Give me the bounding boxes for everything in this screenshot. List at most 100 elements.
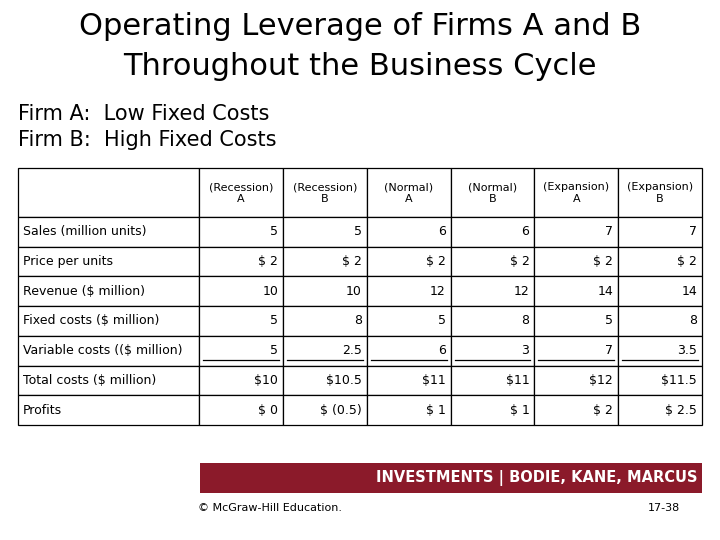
Bar xyxy=(18,395,199,425)
Text: 17-38: 17-38 xyxy=(648,503,680,513)
Text: (Expansion): (Expansion) xyxy=(627,183,693,192)
Bar xyxy=(451,276,534,306)
Text: 5: 5 xyxy=(270,314,278,327)
Bar xyxy=(618,168,702,217)
Bar xyxy=(199,395,283,425)
Text: $ 2: $ 2 xyxy=(677,255,697,268)
Bar xyxy=(283,336,367,366)
Bar xyxy=(199,217,283,247)
Text: $ 2: $ 2 xyxy=(593,255,613,268)
Text: $12: $12 xyxy=(590,374,613,387)
Text: $ 2: $ 2 xyxy=(593,403,613,417)
Text: 7: 7 xyxy=(606,225,613,238)
Text: (Expansion): (Expansion) xyxy=(544,183,609,192)
Text: $11: $11 xyxy=(422,374,446,387)
Bar xyxy=(367,168,451,217)
Text: $ 1: $ 1 xyxy=(426,403,446,417)
Text: 5: 5 xyxy=(606,314,613,327)
Bar xyxy=(367,217,451,247)
Text: 6: 6 xyxy=(438,225,446,238)
Text: $ (0.5): $ (0.5) xyxy=(320,403,362,417)
Bar xyxy=(451,306,534,336)
Bar xyxy=(200,463,702,493)
Bar xyxy=(618,247,702,276)
Bar xyxy=(534,276,618,306)
Bar xyxy=(283,395,367,425)
Text: Sales (million units): Sales (million units) xyxy=(23,225,146,238)
Text: 5: 5 xyxy=(438,314,446,327)
Bar xyxy=(367,395,451,425)
Text: 8: 8 xyxy=(689,314,697,327)
Bar xyxy=(283,306,367,336)
Bar xyxy=(534,217,618,247)
Bar xyxy=(534,247,618,276)
Bar xyxy=(283,168,367,217)
Text: 14: 14 xyxy=(681,285,697,298)
Bar xyxy=(199,336,283,366)
Text: Profits: Profits xyxy=(23,403,62,417)
Bar xyxy=(367,247,451,276)
Bar xyxy=(283,217,367,247)
Bar xyxy=(618,276,702,306)
Text: Fixed costs ($ million): Fixed costs ($ million) xyxy=(23,314,159,327)
Bar xyxy=(451,395,534,425)
Text: $10: $10 xyxy=(254,374,278,387)
Text: 5: 5 xyxy=(270,225,278,238)
Bar xyxy=(367,336,451,366)
Text: 8: 8 xyxy=(354,314,362,327)
Bar xyxy=(18,366,199,395)
Bar xyxy=(451,168,534,217)
Text: B: B xyxy=(657,194,664,205)
Text: Total costs ($ million): Total costs ($ million) xyxy=(23,374,156,387)
Bar xyxy=(534,306,618,336)
Text: INVESTMENTS | BODIE, KANE, MARCUS: INVESTMENTS | BODIE, KANE, MARCUS xyxy=(377,470,698,486)
Text: 6: 6 xyxy=(438,344,446,357)
Text: Firm B:  High Fixed Costs: Firm B: High Fixed Costs xyxy=(18,130,276,150)
Bar xyxy=(283,276,367,306)
Bar xyxy=(618,395,702,425)
Text: 10: 10 xyxy=(262,285,278,298)
Text: $ 2: $ 2 xyxy=(342,255,362,268)
Text: Firm A:  Low Fixed Costs: Firm A: Low Fixed Costs xyxy=(18,104,269,124)
Text: 12: 12 xyxy=(513,285,529,298)
Text: A: A xyxy=(405,194,413,205)
Bar xyxy=(451,217,534,247)
Text: 10: 10 xyxy=(346,285,362,298)
Text: Variable costs (($ million): Variable costs (($ million) xyxy=(23,344,182,357)
Bar xyxy=(199,247,283,276)
Text: B: B xyxy=(321,194,329,205)
Bar xyxy=(618,306,702,336)
Text: (Recession): (Recession) xyxy=(209,183,274,192)
Bar xyxy=(618,336,702,366)
Text: (Normal): (Normal) xyxy=(384,183,433,192)
Text: Operating Leverage of Firms A and B: Operating Leverage of Firms A and B xyxy=(79,12,641,41)
Text: $ 2: $ 2 xyxy=(510,255,529,268)
Text: 7: 7 xyxy=(606,344,613,357)
Text: 2.5: 2.5 xyxy=(342,344,362,357)
Bar xyxy=(283,366,367,395)
Text: $ 1: $ 1 xyxy=(510,403,529,417)
Bar xyxy=(199,276,283,306)
Bar xyxy=(618,366,702,395)
Bar xyxy=(618,217,702,247)
Bar xyxy=(199,168,283,217)
Bar xyxy=(18,168,199,217)
Text: 6: 6 xyxy=(521,225,529,238)
Bar xyxy=(534,336,618,366)
Text: 7: 7 xyxy=(689,225,697,238)
Text: $ 2: $ 2 xyxy=(426,255,446,268)
Bar xyxy=(18,247,199,276)
Bar xyxy=(18,217,199,247)
Text: Revenue ($ million): Revenue ($ million) xyxy=(23,285,145,298)
Bar xyxy=(534,395,618,425)
Text: 3: 3 xyxy=(521,344,529,357)
Bar xyxy=(367,306,451,336)
Bar xyxy=(18,336,199,366)
Bar xyxy=(451,336,534,366)
Text: B: B xyxy=(489,194,496,205)
Text: A: A xyxy=(238,194,245,205)
Text: $ 2.5: $ 2.5 xyxy=(665,403,697,417)
Text: (Normal): (Normal) xyxy=(468,183,517,192)
Bar xyxy=(283,247,367,276)
Text: 12: 12 xyxy=(430,285,446,298)
